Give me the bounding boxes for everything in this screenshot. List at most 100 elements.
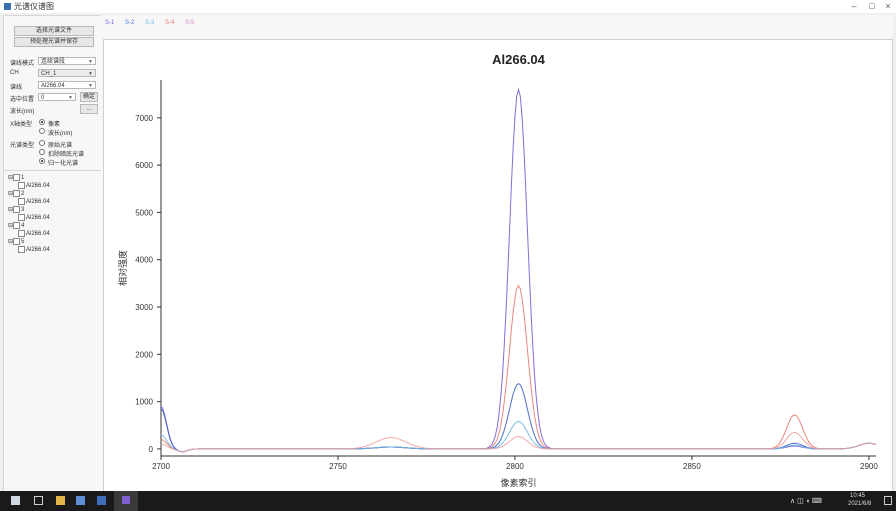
channel-value: CH_1: [41, 71, 57, 77]
normalized-radio[interactable]: [39, 158, 45, 164]
minimize-button[interactable]: –: [851, 1, 857, 11]
line-label: 谱线: [10, 85, 23, 91]
x-tick-label: 2800: [506, 462, 524, 471]
raw-label: 原始光谱: [48, 143, 73, 149]
tray-icons[interactable]: ∧ ◫ ◖ ⌨: [790, 498, 822, 505]
more-button[interactable]: ...: [80, 104, 98, 114]
mode-value: 连续谱段: [41, 59, 66, 65]
series-tab-1[interactable]: S-1: [105, 20, 115, 26]
mode-label: 谱线模式: [10, 61, 35, 67]
clock-date[interactable]: 2021/6/8: [848, 501, 872, 507]
checkbox[interactable]: [13, 222, 21, 229]
tree-leaf-label: Al266.04: [26, 247, 50, 254]
checkbox[interactable]: [18, 182, 25, 189]
position-input[interactable]: 0 ▼: [38, 93, 76, 101]
tree-node-label: 4: [21, 223, 25, 230]
position-label: 选中位置: [10, 97, 35, 103]
windows-start-icon[interactable]: [11, 496, 20, 505]
chevron-down-icon: ▼: [88, 59, 93, 65]
tree-leaf[interactable]: Al266.04: [18, 214, 50, 221]
preprocess-button[interactable]: 预处理光谱并保存: [14, 37, 94, 47]
dark-sub-radio[interactable]: [39, 149, 45, 155]
tree-node-label: 2: [21, 191, 25, 198]
series-tab-3[interactable]: S-3: [145, 20, 155, 26]
x-tick-label: 2750: [329, 462, 347, 471]
tree-leaf[interactable]: Al266.04: [18, 246, 50, 253]
series-tab-2[interactable]: S-2: [125, 20, 135, 26]
clock-time[interactable]: 10:45: [850, 493, 866, 499]
plot-panel: S-1 S-2 S-3 S-4 S-5 Al266.04 0 1000 2000 3000 400…: [101, 15, 893, 493]
tree-leaf-label: Al266.04: [26, 231, 50, 238]
tree-node[interactable]: ⊟ 5: [8, 238, 25, 246]
window-title: 光谱仪谱图: [14, 2, 54, 11]
spectrum-chart[interactable]: Al266.04 0 1000 2000 3000 4000 5000 6000 7000 270…: [104, 40, 892, 492]
app-icon: [4, 3, 11, 10]
series-line-1: [160, 87, 877, 453]
notification-icon[interactable]: [884, 496, 892, 505]
chevron-down-icon: ▼: [68, 95, 73, 101]
chevron-down-icon: ▼: [88, 83, 93, 89]
raw-radio[interactable]: [39, 140, 45, 146]
taskbar: ∧ ◫ ◖ ⌨ 10:45 2021/6/8: [0, 491, 896, 511]
x-tick-label: 2850: [683, 462, 701, 471]
normalized-label: 归一化光谱: [48, 161, 79, 167]
position-value: 0: [41, 95, 45, 101]
tree-leaf-label: Al266.04: [26, 215, 50, 222]
series-tab-5[interactable]: S-5: [185, 20, 195, 26]
x-tick-label: 2700: [152, 462, 170, 471]
tree-node[interactable]: ⊟ 4: [8, 222, 25, 230]
checkbox[interactable]: [13, 190, 21, 197]
title-bar: 光谱仪谱图 – □ ×: [0, 0, 896, 13]
checkbox[interactable]: [13, 174, 21, 181]
tree-leaf[interactable]: Al266.04: [18, 198, 50, 205]
checkbox[interactable]: [18, 246, 25, 253]
confirm-button[interactable]: 确定: [80, 92, 98, 102]
store-icon[interactable]: [97, 496, 106, 505]
tree-node-label: 1: [21, 175, 25, 182]
task-view-icon[interactable]: [34, 496, 43, 505]
active-app-button[interactable]: [114, 491, 138, 511]
checkbox[interactable]: [18, 198, 25, 205]
tree-leaf[interactable]: Al266.04: [18, 182, 50, 189]
x-axis-label: 像素索引: [500, 477, 536, 488]
x-wavelength-radio[interactable]: [39, 128, 45, 134]
chevron-down-icon: ▼: [88, 71, 93, 77]
y-tick-label: 7000: [135, 114, 153, 123]
line-value: Al266.04: [41, 83, 65, 89]
checkbox[interactable]: [18, 214, 25, 221]
tree-node[interactable]: ⊟ 3: [8, 206, 25, 214]
x-tick-label: 2900: [860, 462, 878, 471]
line-select[interactable]: Al266.04 ▼: [38, 81, 96, 89]
x-pixel-radio[interactable]: [39, 119, 45, 125]
mode-select[interactable]: 连续谱段 ▼: [38, 57, 96, 65]
x-pixel-label: 像素: [48, 122, 61, 128]
dark-sub-label: 扣除暗底光谱: [48, 152, 85, 158]
checkbox[interactable]: [13, 206, 21, 213]
file-explorer-icon[interactable]: [56, 496, 65, 505]
y-tick-label: 2000: [135, 350, 153, 359]
series-line-2: [160, 284, 877, 453]
x-wavelength-label: 波长(nm): [48, 131, 73, 137]
series-tab-4[interactable]: S-4: [165, 20, 175, 26]
y-tick-label: 0: [149, 445, 154, 454]
series-line-3: [160, 382, 877, 453]
tree-leaf[interactable]: Al266.04: [18, 230, 50, 237]
tree-node[interactable]: ⊟ 1: [8, 174, 25, 182]
tree-leaf-label: Al266.04: [26, 183, 50, 190]
close-button[interactable]: ×: [885, 1, 891, 11]
chart-title: Al266.04: [492, 52, 546, 67]
y-tick-label: 3000: [135, 303, 153, 312]
spectrum-type-label: 光谱类型: [10, 143, 35, 149]
checkbox[interactable]: [18, 230, 25, 237]
channel-label: CH: [10, 70, 19, 76]
tree-node-label: 5: [21, 239, 25, 246]
channel-select[interactable]: CH_1 ▼: [38, 69, 96, 77]
control-panel: 选择光谱文件 预处理光谱并保存 谱线模式 连续谱段 ▼ CH CH_1 ▼ 谱线 A…: [3, 15, 103, 493]
open-spectrum-button[interactable]: 选择光谱文件: [14, 26, 94, 36]
mail-icon[interactable]: [76, 496, 85, 505]
y-tick-label: 5000: [135, 208, 153, 217]
tree-node[interactable]: ⊟ 2: [8, 190, 25, 198]
divider: [4, 170, 102, 171]
maximize-button[interactable]: □: [869, 1, 875, 11]
checkbox[interactable]: [13, 238, 21, 245]
